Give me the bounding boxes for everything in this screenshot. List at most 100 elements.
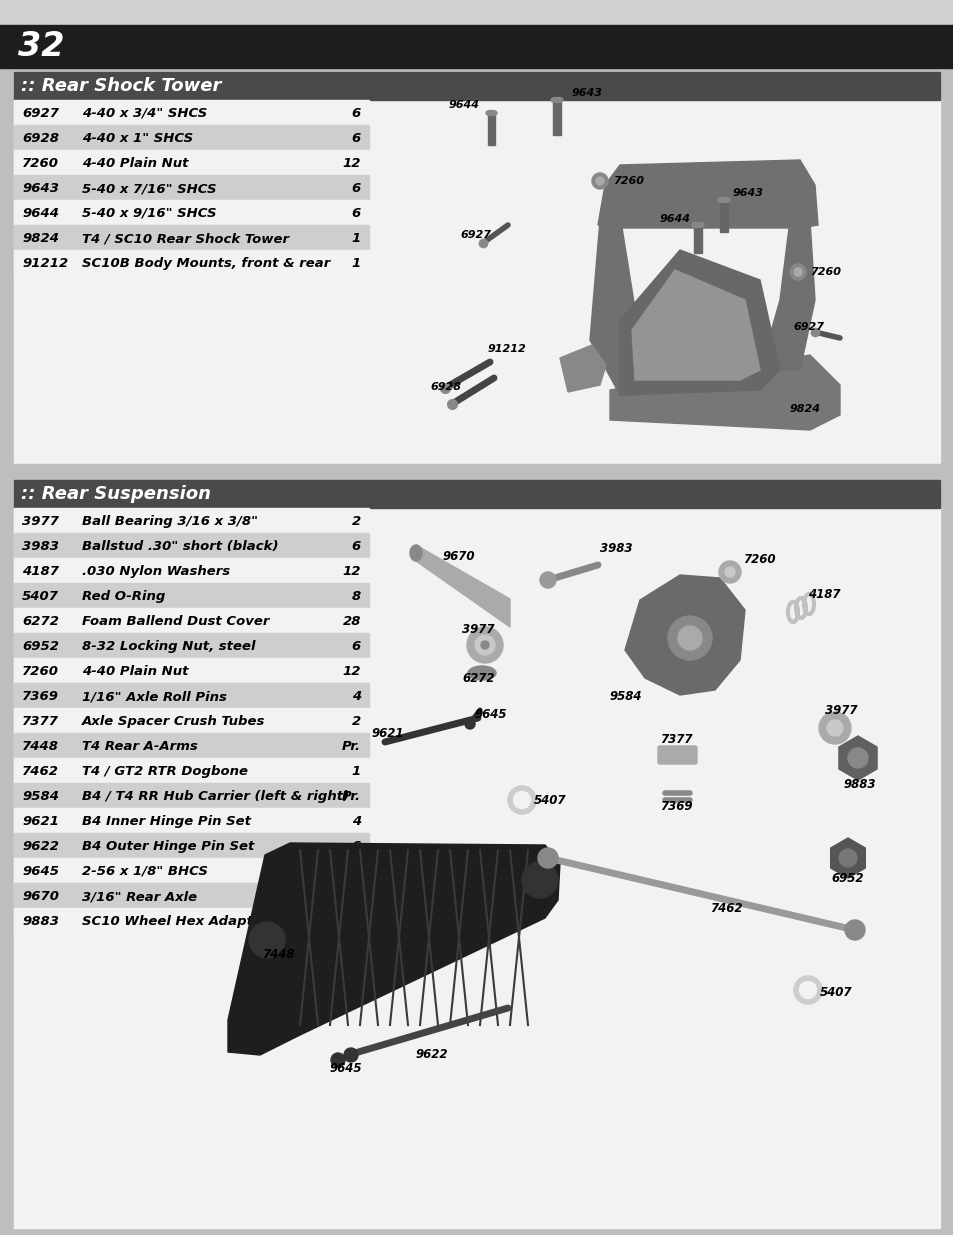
Bar — [698, 225, 701, 253]
Text: T4 / SC10 Rear Shock Tower: T4 / SC10 Rear Shock Tower — [82, 232, 289, 245]
Ellipse shape — [551, 98, 558, 103]
Text: 1: 1 — [352, 257, 360, 270]
Bar — [14, 783, 369, 808]
Bar — [14, 583, 369, 608]
Circle shape — [838, 848, 856, 867]
Text: 9584: 9584 — [609, 690, 641, 703]
Text: 9883: 9883 — [842, 778, 876, 790]
Bar — [0, 0, 953, 25]
Bar — [723, 200, 727, 232]
Bar — [14, 480, 939, 508]
Bar — [14, 858, 369, 883]
Text: 9645: 9645 — [330, 1062, 362, 1074]
Ellipse shape — [468, 666, 496, 680]
Polygon shape — [416, 545, 510, 627]
Text: 6: 6 — [352, 107, 360, 120]
Circle shape — [793, 268, 801, 275]
Text: 9644: 9644 — [659, 214, 690, 224]
Bar — [14, 658, 369, 683]
Text: 3/16" Rear Axle: 3/16" Rear Axle — [82, 890, 197, 903]
Bar — [14, 200, 369, 225]
Bar — [14, 534, 369, 558]
Text: 9643: 9643 — [572, 88, 602, 98]
Ellipse shape — [489, 110, 497, 116]
Text: 6272: 6272 — [22, 615, 59, 629]
Circle shape — [592, 173, 607, 189]
Text: B4 Inner Hinge Pin Set: B4 Inner Hinge Pin Set — [82, 815, 251, 827]
Text: 4: 4 — [352, 815, 360, 827]
Text: 6: 6 — [352, 840, 360, 853]
Bar — [557, 100, 560, 135]
Polygon shape — [631, 270, 760, 380]
Bar — [488, 112, 492, 144]
Text: 4-40 Plain Nut: 4-40 Plain Nut — [82, 157, 189, 170]
Circle shape — [467, 627, 502, 663]
Circle shape — [537, 848, 558, 868]
Text: 12: 12 — [342, 157, 360, 170]
Circle shape — [678, 626, 701, 650]
Text: 3983: 3983 — [22, 540, 59, 553]
Circle shape — [596, 177, 603, 185]
Circle shape — [789, 264, 805, 280]
Text: SC10B Body Mounts, front & rear: SC10B Body Mounts, front & rear — [82, 257, 330, 270]
Text: 6952: 6952 — [22, 640, 59, 653]
Circle shape — [818, 713, 850, 743]
Text: :: Rear Suspension: :: Rear Suspension — [21, 485, 211, 503]
Text: 9670: 9670 — [22, 890, 59, 903]
Text: .030 Nylon Washers: .030 Nylon Washers — [82, 564, 230, 578]
Text: 5407: 5407 — [820, 987, 852, 999]
Circle shape — [475, 635, 495, 655]
Text: 6: 6 — [352, 540, 360, 553]
Circle shape — [521, 862, 558, 898]
Bar — [14, 708, 369, 734]
Text: 7462: 7462 — [22, 764, 59, 778]
Text: 4: 4 — [352, 915, 360, 927]
Text: 8: 8 — [352, 864, 360, 878]
Text: Ball Bearing 3/16 x 3/8": Ball Bearing 3/16 x 3/8" — [82, 515, 257, 529]
Text: 6927: 6927 — [22, 107, 59, 120]
Polygon shape — [830, 839, 864, 878]
Polygon shape — [624, 576, 744, 695]
Text: B4 / T4 RR Hub Carrier (left & right): B4 / T4 RR Hub Carrier (left & right) — [82, 790, 349, 803]
Polygon shape — [589, 215, 639, 395]
Text: 9622: 9622 — [22, 840, 59, 853]
Text: 2: 2 — [352, 515, 360, 529]
Text: 6952: 6952 — [831, 872, 863, 885]
Bar — [14, 683, 369, 708]
Text: 9643: 9643 — [22, 182, 59, 195]
Text: 32: 32 — [18, 30, 65, 63]
Text: 7260: 7260 — [22, 157, 59, 170]
Bar — [14, 558, 369, 583]
Text: Foam Ballend Dust Cover: Foam Ballend Dust Cover — [82, 615, 269, 629]
Ellipse shape — [718, 198, 725, 203]
Bar — [14, 100, 369, 125]
Text: 9670: 9670 — [442, 550, 475, 563]
Bar — [14, 758, 369, 783]
Text: 7377: 7377 — [22, 715, 59, 727]
Circle shape — [719, 561, 740, 583]
Text: 4-40 x 3/4" SHCS: 4-40 x 3/4" SHCS — [82, 107, 207, 120]
Bar — [14, 908, 369, 932]
Text: 6: 6 — [352, 182, 360, 195]
Text: 9824: 9824 — [789, 404, 821, 414]
Text: 4-40 Plain Nut: 4-40 Plain Nut — [82, 664, 189, 678]
Bar — [0, 464, 953, 480]
Text: 28: 28 — [342, 615, 360, 629]
Bar — [14, 608, 369, 634]
Bar — [14, 225, 369, 249]
Text: :: Rear Shock Tower: :: Rear Shock Tower — [21, 77, 221, 95]
Text: 1: 1 — [352, 232, 360, 245]
Text: 9621: 9621 — [22, 815, 59, 827]
Text: 1: 1 — [352, 764, 360, 778]
Text: 5407: 5407 — [534, 794, 566, 806]
Bar — [14, 249, 369, 275]
Text: Ballstud .30" short (black): Ballstud .30" short (black) — [82, 540, 278, 553]
Text: SC10 Wheel Hex Adapters: SC10 Wheel Hex Adapters — [82, 915, 276, 927]
Polygon shape — [609, 354, 840, 430]
Text: 5-40 x 9/16" SHCS: 5-40 x 9/16" SHCS — [82, 207, 216, 220]
Circle shape — [847, 748, 867, 768]
Bar — [553, 100, 557, 135]
Text: 9645: 9645 — [475, 708, 507, 721]
Text: 3983: 3983 — [599, 542, 632, 555]
Bar — [14, 149, 369, 175]
